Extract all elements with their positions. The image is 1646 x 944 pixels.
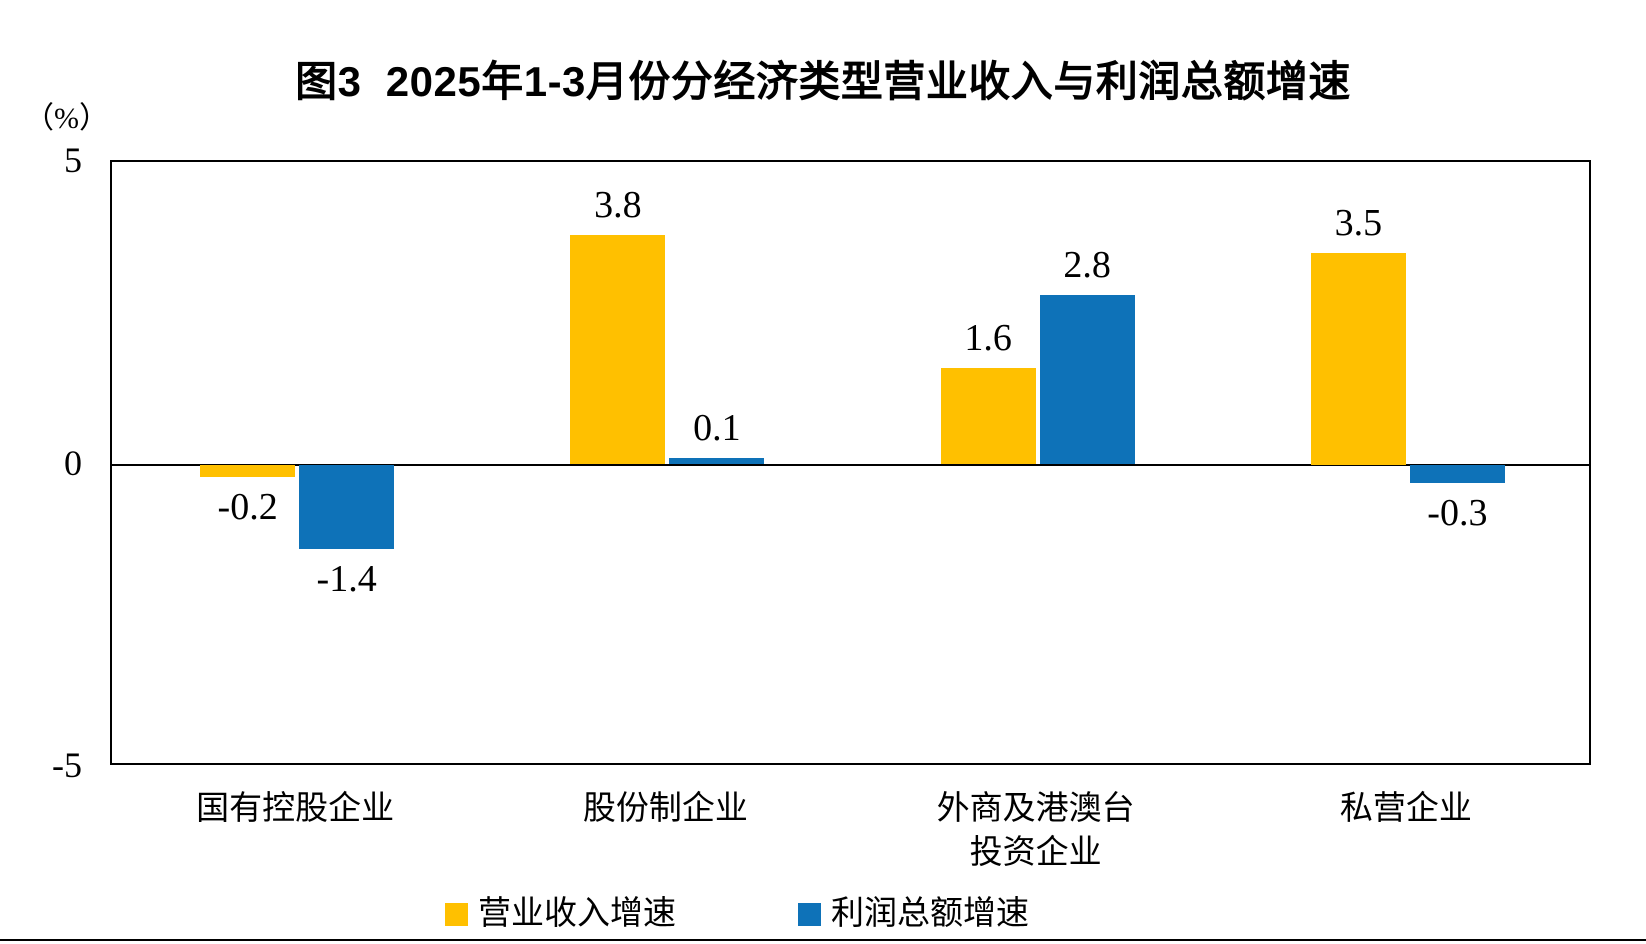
category-label: 股份制企业 (582, 791, 748, 827)
data-label: 3.5 (1334, 201, 1383, 244)
bar-series2-cat2 (669, 458, 765, 465)
plot-area: -0.2 3.8 1.6 3.5 -1.4 0.1 2.8 -0.3 (110, 160, 1591, 765)
category-label: 私营企业 (1339, 791, 1472, 827)
category-label: 国有控股企业 (196, 791, 395, 827)
data-label: 1.6 (964, 316, 1012, 359)
bar-series1-cat3 (940, 367, 1036, 465)
legend-label: 营业收入增速 (478, 896, 676, 932)
legend-item: 利润总额增速 (798, 894, 1029, 934)
data-label: 0.1 (693, 407, 741, 450)
data-label: -1.4 (316, 558, 377, 601)
y-tick-label: 0 (64, 442, 82, 483)
chart-title: 图3 2025年1-3月份分经济类型营业收入与利润总额增速 (295, 58, 1351, 105)
data-label: 3.8 (594, 183, 642, 226)
bar-series1-cat1 (200, 464, 296, 477)
bar-series2-cat4 (1409, 464, 1505, 483)
bar-series2-cat1 (299, 464, 395, 550)
bar-series1-cat2 (570, 234, 666, 465)
legend: 营业收入增速 利润总额增速 (445, 894, 1029, 934)
bar-series2-cat3 (1039, 295, 1135, 465)
legend-label: 利润总额增速 (831, 896, 1029, 932)
data-label: -0.2 (217, 485, 278, 528)
category-label: 外商及港澳台 投资企业 (936, 791, 1135, 871)
bar-series1-cat4 (1310, 252, 1406, 465)
bottom-divider-line (0, 939, 1646, 941)
y-tick-label: 5 (64, 140, 82, 180)
data-label: -0.3 (1427, 491, 1488, 534)
y-axis-unit-label: （%） (24, 102, 109, 135)
legend-swatch-icon (445, 902, 468, 926)
zero-axis-line (112, 463, 1589, 466)
legend-item: 营业收入增速 (445, 894, 676, 934)
data-label: 2.8 (1063, 244, 1111, 287)
legend-swatch-icon (798, 902, 821, 926)
y-tick-label: -5 (52, 745, 82, 785)
